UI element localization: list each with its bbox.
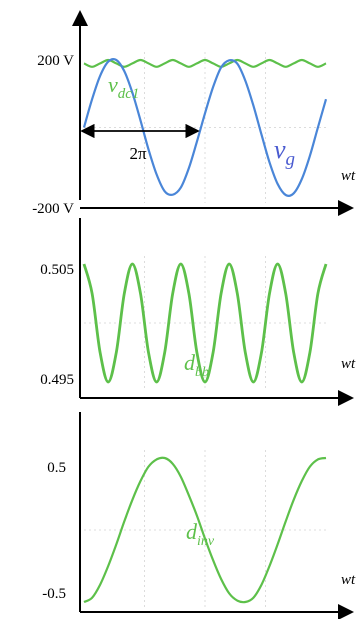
ytick-minus-05: -0.5 <box>42 586 66 602</box>
ytick-0495: 0.495 <box>40 372 74 388</box>
series-line-dinv <box>83 456 327 604</box>
panel-voltage: 200 V -200 V wt 2π vdc1 vg <box>32 10 356 217</box>
ytick-05: 0.5 <box>47 460 66 476</box>
xlabel-dbb: wt <box>341 356 356 372</box>
panel-dbb: 0.505 0.495 wt dbb <box>40 218 356 406</box>
series-label-dinv: dinv <box>186 519 215 549</box>
grid-voltage <box>84 52 326 203</box>
ytick-0505: 0.505 <box>40 262 74 278</box>
series-line-vdc1 <box>83 58 327 68</box>
series-line-vg <box>82 58 328 197</box>
ytick-minus-200v: -200 V <box>32 201 74 217</box>
xlabel-voltage: wt <box>341 168 356 184</box>
xlabel-dinv: wt <box>341 572 356 588</box>
series-label-vg: vg <box>274 135 295 170</box>
ytick-200v: 200 V <box>37 53 74 69</box>
period-annotation: 2π <box>129 144 147 163</box>
series-label-vdc1: vdc1 <box>108 72 139 102</box>
series-line-dbb <box>82 262 328 384</box>
series-label-dbb: dbb <box>184 350 209 380</box>
grid-dinv <box>84 450 326 610</box>
panel-dinv: 0.5 -0.5 wt dinv <box>42 412 356 619</box>
